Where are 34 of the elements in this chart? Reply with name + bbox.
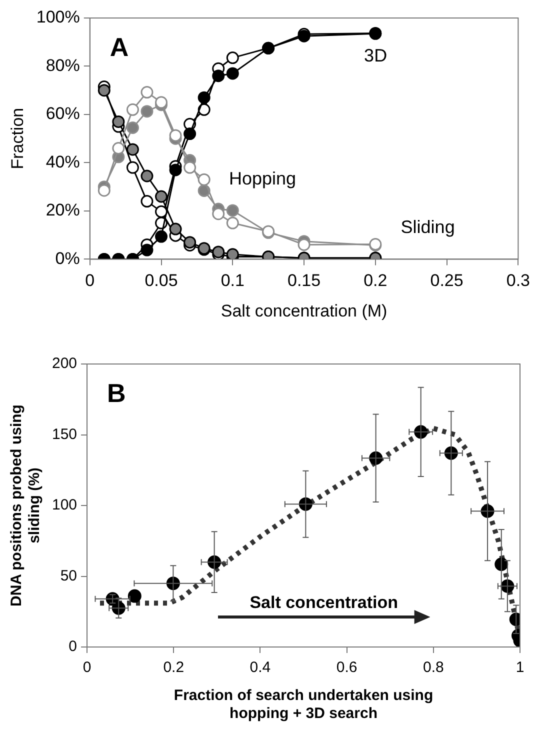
- x-tick-label: 0.3: [506, 271, 530, 290]
- y-tick-label: 150: [52, 426, 78, 443]
- y-tick-label: 60%: [46, 104, 80, 124]
- x-tick-label: 0: [85, 271, 95, 290]
- x-tick-label: 0.8: [422, 659, 444, 676]
- text: B: [107, 378, 126, 408]
- x-tick-label: 0.2: [163, 659, 184, 676]
- y-tick-label: 100%: [36, 8, 80, 27]
- y-tick-label: 0: [68, 638, 78, 656]
- y-tick-label: 40%: [46, 152, 80, 172]
- y-axis-title: Fraction: [8, 108, 27, 170]
- y-tick-label: 100: [52, 496, 78, 514]
- x-tick-label: 0.15: [287, 271, 321, 290]
- y-axis-title: DNA positions probed using sliding (%): [8, 404, 44, 606]
- x-tick-label: 0: [82, 659, 92, 676]
- x-axis-title: Fraction of search undertaken using hopping + 3D search: [174, 687, 434, 722]
- annotation: Salt concentration: [250, 592, 398, 612]
- x-tick-label: 0.2: [364, 271, 388, 290]
- x-tick-label: 1: [516, 659, 524, 676]
- text: A: [110, 32, 129, 62]
- annotation: Sliding: [400, 216, 455, 237]
- y-tick-label: 200: [52, 355, 78, 372]
- x-tick-label: 0.25: [430, 271, 464, 290]
- x-axis-title: Salt concentration (M): [220, 301, 388, 320]
- y-tick-label: 80%: [46, 56, 80, 75]
- x-tick-label: 0.6: [336, 659, 358, 676]
- x-tick-label: 0.05: [144, 271, 178, 290]
- x-tick-label: 0.4: [250, 659, 271, 676]
- annotation: 3D: [364, 46, 388, 66]
- y-tick-label: 50: [60, 567, 78, 584]
- y-tick-label: 0%: [55, 248, 80, 268]
- annotation: Hopping: [228, 168, 296, 189]
- x-tick-label: 0.1: [220, 271, 244, 290]
- y-tick-label: 20%: [46, 200, 80, 220]
